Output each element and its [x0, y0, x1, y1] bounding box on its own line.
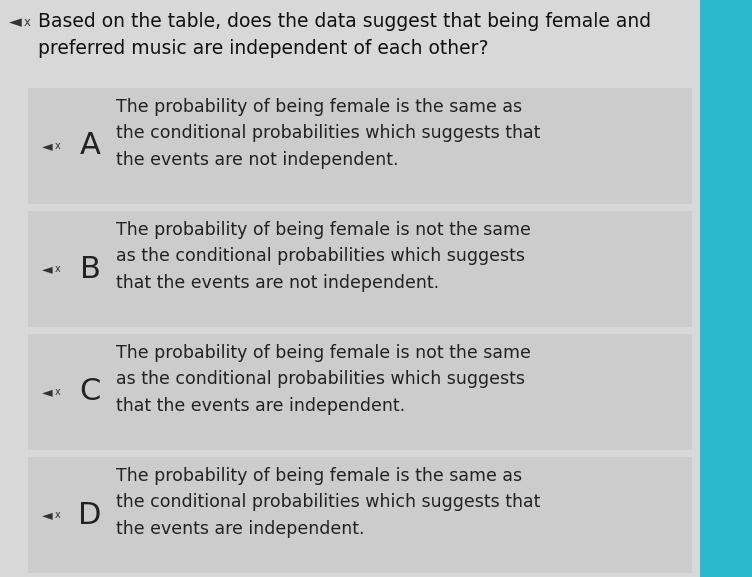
Text: x: x [55, 264, 61, 274]
Text: The probability of being female is the same as
the conditional probabilities whi: The probability of being female is the s… [116, 98, 541, 169]
Text: ◄: ◄ [42, 508, 53, 522]
Text: ◄: ◄ [42, 262, 53, 276]
Text: A: A [80, 132, 101, 160]
Text: C: C [79, 377, 101, 407]
Text: B: B [80, 254, 101, 283]
FancyBboxPatch shape [700, 0, 752, 577]
Text: Based on the table, does the data suggest that being female and
preferred music : Based on the table, does the data sugges… [38, 12, 651, 58]
FancyBboxPatch shape [28, 334, 692, 450]
Text: The probability of being female is not the same
as the conditional probabilities: The probability of being female is not t… [116, 344, 531, 415]
Text: ◄: ◄ [42, 139, 53, 153]
Text: D: D [78, 500, 102, 530]
Text: x: x [55, 510, 61, 520]
Text: x: x [55, 387, 61, 397]
Text: x: x [24, 16, 31, 28]
Text: The probability of being female is not the same
as the conditional probabilities: The probability of being female is not t… [116, 221, 531, 292]
Text: The probability of being female is the same as
the conditional probabilities whi: The probability of being female is the s… [116, 467, 541, 538]
FancyBboxPatch shape [28, 88, 692, 204]
FancyBboxPatch shape [28, 211, 692, 327]
Text: x: x [55, 141, 61, 151]
FancyBboxPatch shape [28, 457, 692, 573]
Text: ◄: ◄ [42, 385, 53, 399]
Text: ◄: ◄ [9, 13, 22, 31]
